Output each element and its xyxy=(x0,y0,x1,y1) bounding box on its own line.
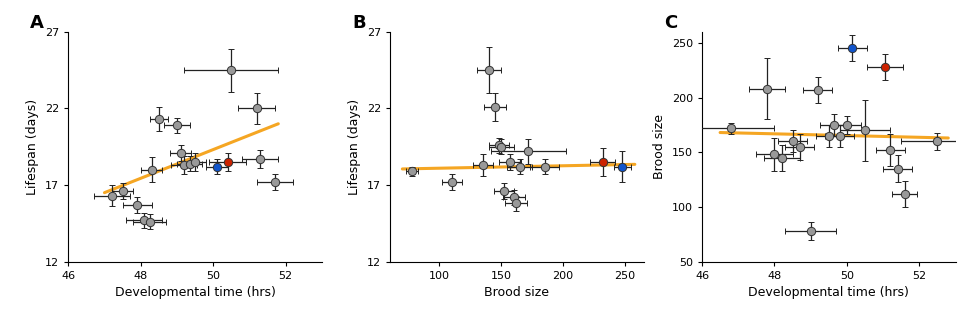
Y-axis label: Brood size: Brood size xyxy=(653,114,666,179)
Y-axis label: Lifespan (days): Lifespan (days) xyxy=(348,99,361,195)
X-axis label: Developmental time (hrs): Developmental time (hrs) xyxy=(115,286,275,299)
X-axis label: Developmental time (hrs): Developmental time (hrs) xyxy=(749,286,909,299)
X-axis label: Brood size: Brood size xyxy=(485,286,549,299)
Text: A: A xyxy=(30,13,44,32)
Y-axis label: Lifespan (days): Lifespan (days) xyxy=(26,99,39,195)
Text: C: C xyxy=(664,13,678,32)
Text: B: B xyxy=(352,13,366,32)
